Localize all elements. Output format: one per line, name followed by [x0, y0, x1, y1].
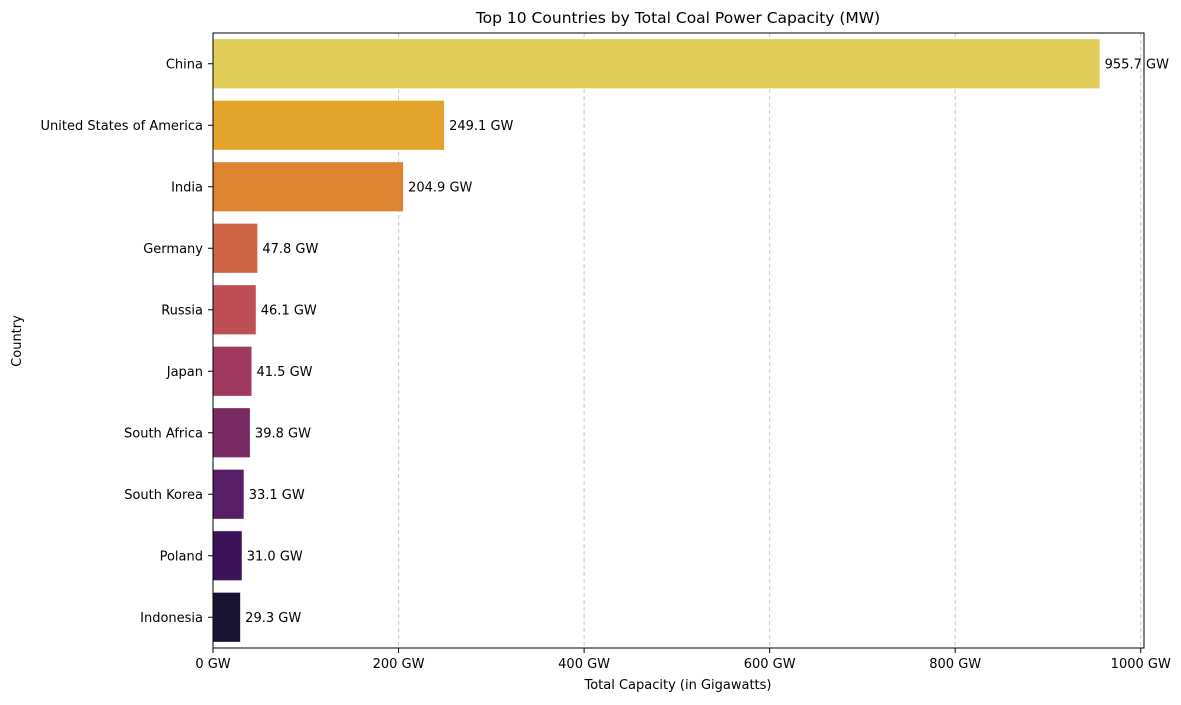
x-tick-label: 200 GW — [373, 657, 425, 672]
y-tick-label: Russia — [161, 303, 203, 318]
plot-frame — [212, 32, 1145, 649]
x-tick-label: 800 GW — [929, 657, 981, 672]
x-axis-title: Total Capacity (in Gigawatts) — [583, 678, 771, 693]
bar — [213, 162, 404, 212]
x-tick-label: 600 GW — [744, 657, 796, 672]
y-axis-title: Country — [10, 315, 25, 367]
bar — [213, 408, 250, 458]
y-tick-label: Germany — [143, 242, 203, 257]
bar-value-label: 31.0 GW — [247, 549, 303, 564]
bar — [213, 39, 1100, 89]
x-tick-label: 1000 GW — [1111, 657, 1171, 672]
axes: China United States of America India German… — [41, 32, 1171, 672]
bar-value-label: 47.8 GW — [262, 242, 318, 257]
data-labels: 955.7 GW 249.1 GW 204.9 GW 47.8 GW 46.1 GW 41… — [245, 57, 1169, 626]
y-tick-label: Poland — [160, 549, 203, 564]
bar-value-label: 29.3 GW — [245, 611, 301, 626]
bar — [213, 469, 244, 519]
bar — [213, 285, 256, 335]
bar — [213, 100, 445, 150]
y-tick-label: Japan — [166, 365, 203, 380]
bar — [213, 346, 252, 396]
y-tick-label: South Africa — [124, 426, 203, 441]
y-tick-label: China — [166, 57, 203, 72]
y-tick-label: India — [171, 180, 203, 195]
bar-value-label: 41.5 GW — [257, 365, 313, 380]
x-tick-label: 0 GW — [195, 657, 230, 672]
chart-title: Top 10 Countries by Total Coal Power Cap… — [475, 9, 880, 27]
bar — [213, 592, 241, 642]
bar — [213, 223, 258, 273]
bar-value-label: 46.1 GW — [261, 303, 317, 318]
y-tick-label: South Korea — [124, 488, 203, 503]
bar-value-label: 204.9 GW — [408, 180, 472, 195]
y-tick-label: Indonesia — [140, 611, 203, 626]
bar — [213, 531, 242, 581]
bar-value-label: 249.1 GW — [449, 119, 513, 134]
bars — [213, 39, 1100, 642]
x-tick-label: 400 GW — [558, 657, 610, 672]
bar-value-label: 33.1 GW — [249, 488, 305, 503]
y-tick-label: United States of America — [41, 119, 203, 134]
bar-value-label: 955.7 GW — [1105, 57, 1169, 72]
bar-value-label: 39.8 GW — [255, 426, 311, 441]
